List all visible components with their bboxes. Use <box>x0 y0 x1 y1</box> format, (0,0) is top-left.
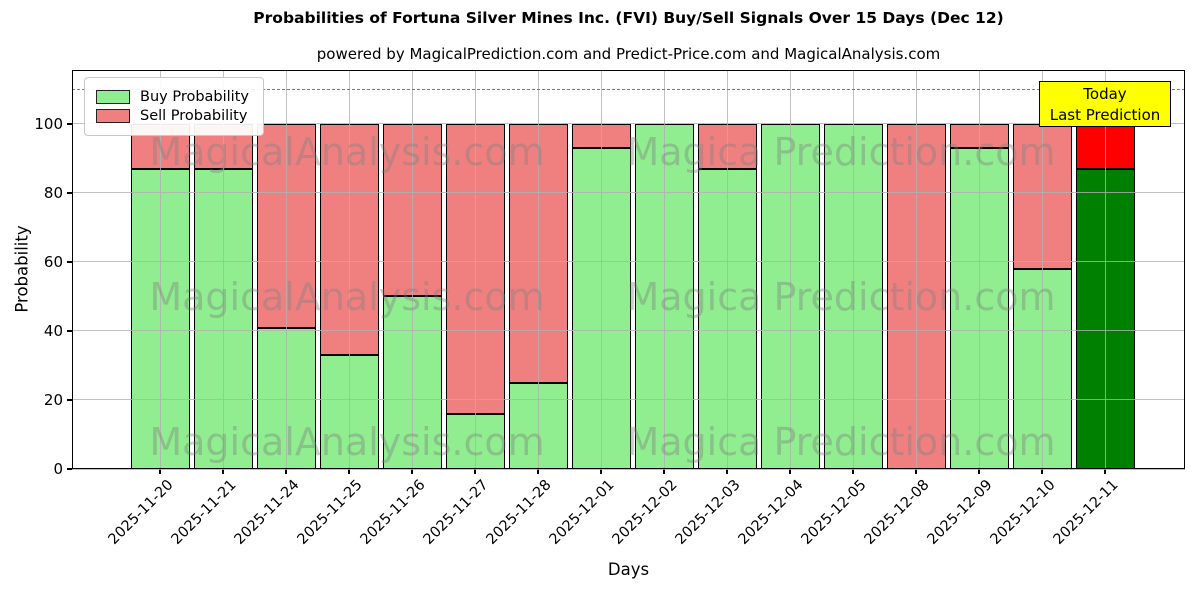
chart-subtitle: powered by MagicalPrediction.com and Pre… <box>316 45 941 63</box>
x-tick-label: 2025-11-26 <box>357 477 429 548</box>
x-tick-label: 2025-12-03 <box>672 477 744 548</box>
legend-entry-sell: Sell Probability <box>96 108 249 124</box>
x-tick-mark <box>222 469 224 474</box>
x-tick-label: 2025-12-04 <box>735 477 807 548</box>
legend-box: Buy Probability Sell Probability <box>84 77 264 136</box>
today-annotation-box: Today Last Prediction <box>1039 81 1171 127</box>
v-gridline <box>537 70 539 469</box>
v-gridline <box>852 70 854 469</box>
v-gridline <box>1041 70 1043 469</box>
h-gridline <box>72 330 1185 332</box>
x-tick-label: 2025-11-20 <box>105 477 177 548</box>
x-tick-label: 2025-11-24 <box>231 477 303 548</box>
x-tick-label: 2025-12-09 <box>924 477 996 548</box>
y-tick-label: 80 <box>43 183 63 202</box>
x-tick-mark <box>348 469 350 474</box>
x-tick-mark <box>1041 469 1043 474</box>
v-gridline <box>915 70 917 469</box>
x-tick-mark <box>411 469 413 474</box>
h-gridline <box>72 399 1185 401</box>
y-tick-label: 0 <box>53 460 63 478</box>
x-tick-mark <box>1104 469 1106 474</box>
x-tick-label: 2025-12-01 <box>546 477 618 548</box>
v-gridline <box>600 70 602 469</box>
x-tick-label: 2025-12-11 <box>1050 477 1122 548</box>
v-gridline <box>411 70 413 469</box>
y-tick-label: 40 <box>43 321 63 340</box>
v-gridline <box>222 70 224 469</box>
x-tick-label: 2025-11-28 <box>483 477 555 548</box>
x-tick-mark <box>726 469 728 474</box>
y-tick-mark <box>67 192 72 194</box>
x-tick-mark <box>285 469 287 474</box>
y-tick-mark <box>67 261 72 263</box>
y-tick-mark <box>67 399 72 401</box>
x-tick-mark <box>159 469 161 474</box>
h-gridline <box>72 261 1185 263</box>
x-tick-mark <box>915 469 917 474</box>
x-tick-mark <box>852 469 854 474</box>
x-tick-label: 2025-11-25 <box>294 477 366 548</box>
h-gridline <box>72 192 1185 194</box>
legend-entry-buy: Buy Probability <box>96 89 249 105</box>
h-gridline <box>72 123 1185 125</box>
x-tick-label: 2025-12-05 <box>798 477 870 548</box>
x-tick-label: 2025-11-21 <box>168 477 240 548</box>
legend-label-buy: Buy Probability <box>140 89 249 105</box>
y-tick-mark <box>67 330 72 332</box>
v-gridline <box>789 70 791 469</box>
x-tick-mark <box>474 469 476 474</box>
y-tick-mark <box>67 468 72 470</box>
y-axis-label: Probability <box>12 225 32 313</box>
plot-area: MagicalAnalysis.com Magica Prediction.com… <box>72 70 1185 470</box>
x-tick-label: 2025-12-02 <box>609 477 681 548</box>
annotation-line-1: Today <box>1083 85 1127 103</box>
legend-label-sell: Sell Probability <box>140 108 248 124</box>
y-tick-label: 60 <box>43 252 63 271</box>
v-gridline <box>663 70 665 469</box>
y-tick-label: 100 <box>34 114 63 133</box>
x-tick-label: 2025-12-10 <box>987 477 1059 548</box>
x-tick-label: 2025-11-27 <box>420 477 492 548</box>
x-tick-mark <box>537 469 539 474</box>
dashed-guide-line <box>72 89 1185 91</box>
x-tick-mark <box>663 469 665 474</box>
v-gridline <box>348 70 350 469</box>
y-tick-label: 20 <box>43 390 63 409</box>
v-gridline <box>285 70 287 469</box>
x-tick-mark <box>600 469 602 474</box>
h-gridline <box>72 468 1185 470</box>
x-tick-label: 2025-12-08 <box>861 477 933 548</box>
v-gridline <box>474 70 476 469</box>
v-gridline <box>978 70 980 469</box>
x-tick-mark <box>789 469 791 474</box>
v-gridline <box>159 70 161 469</box>
sell-swatch-icon <box>96 109 130 123</box>
buy-swatch-icon <box>96 90 130 104</box>
v-gridline <box>726 70 728 469</box>
annotation-line-2: Last Prediction <box>1049 106 1161 124</box>
y-tick-mark <box>67 123 72 125</box>
chart-title: Probabilities of Fortuna Silver Mines In… <box>253 9 1004 27</box>
v-gridline <box>1104 70 1106 469</box>
x-axis-label: Days <box>607 560 650 579</box>
x-tick-mark <box>978 469 980 474</box>
